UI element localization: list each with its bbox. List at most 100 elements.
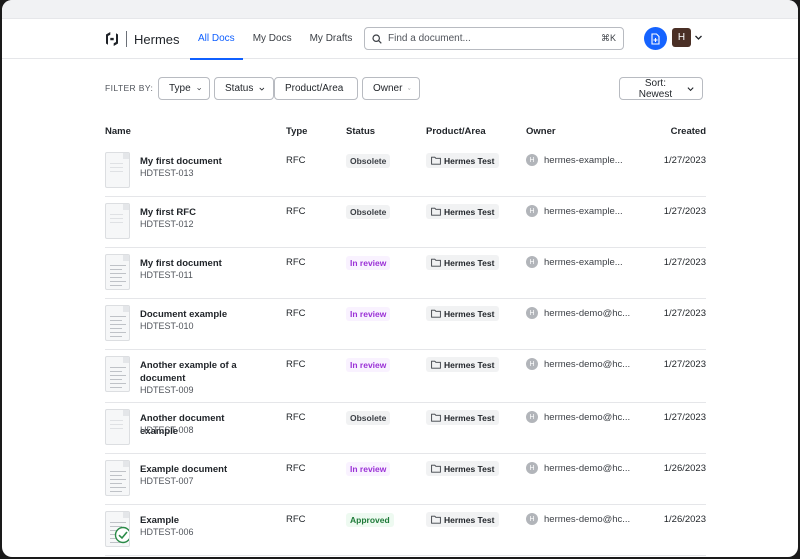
document-thumbnail[interactable] [105, 305, 130, 341]
document-type: RFC [286, 257, 306, 268]
owner-avatar: H [526, 154, 538, 166]
product-badge: Hermes Test [426, 410, 500, 425]
header-owner: Owner [526, 126, 556, 137]
created-date: 1/27/2023 [663, 257, 706, 268]
document-title[interactable]: Document example [140, 309, 228, 320]
chevron-down-icon[interactable] [694, 33, 703, 42]
owner-email: hermes-demo@hc... [544, 358, 631, 370]
document-type: RFC [286, 514, 306, 525]
search-icon [372, 33, 382, 44]
document-title[interactable]: Example [140, 515, 180, 526]
product-label: Hermes Test [444, 412, 495, 423]
document-type: RFC [286, 206, 306, 217]
product-label: Hermes Test [444, 514, 495, 525]
app-name: Hermes [134, 31, 180, 47]
chevron-down-icon [687, 86, 694, 91]
status-badge: In review [346, 358, 391, 372]
document-title[interactable]: My first RFC [140, 207, 196, 218]
owner-avatar: H [526, 462, 538, 474]
document-title[interactable]: Example document [140, 464, 228, 475]
document-thumbnail[interactable] [105, 409, 130, 445]
owner-avatar: H [526, 205, 538, 217]
table-row[interactable]: Example document HDTEST-007 RFC In review He… [105, 454, 706, 505]
filter-label: FILTER BY: [105, 83, 154, 93]
document-title[interactable]: Another example of a document [140, 360, 237, 384]
logo[interactable]: Hermes [104, 31, 180, 47]
document-thumbnail[interactable] [105, 356, 130, 392]
created-date: 1/27/2023 [663, 155, 706, 166]
owner-avatar: H [526, 513, 538, 525]
product-label: Hermes Test [444, 359, 495, 370]
owner-email: hermes-demo@hc... [544, 411, 631, 423]
documents-table: My first document HDTEST-013 RFC Obsolete He… [105, 146, 706, 556]
tab-my-drafts[interactable]: My Drafts [309, 33, 353, 44]
owner-email: hermes-demo@hc... [544, 513, 631, 525]
table-row[interactable]: Example HDTEST-006 RFC Approved Hermes Test H… [105, 505, 706, 556]
table-row[interactable]: Document example HDTEST-010 RFC In review He… [105, 299, 706, 350]
owner-avatar: H [526, 307, 538, 319]
table-row[interactable]: Another document example HDTEST-008 RFC Obs… [105, 403, 706, 454]
tab-all-docs[interactable]: All Docs [190, 19, 243, 60]
product-badge: Hermes Test [426, 255, 500, 270]
new-document-button[interactable] [644, 27, 667, 50]
product-label: Hermes Test [444, 308, 495, 319]
created-date: 1/26/2023 [663, 463, 706, 474]
owner-filter-button[interactable]: Owner [362, 77, 420, 100]
top-nav: Hermes All Docs My Docs My Drafts ⌘K H [2, 19, 798, 60]
document-id: HDTEST-006 [140, 527, 194, 537]
document-type: RFC [286, 359, 306, 370]
document-thumbnail[interactable] [105, 254, 130, 290]
product-label: Hermes Test [444, 155, 495, 166]
folder-icon [431, 309, 441, 318]
search-box[interactable]: ⌘K [364, 27, 624, 50]
filter-bar: FILTER BY: Type Status Product/Area Owne… [105, 77, 703, 100]
new-document-icon [651, 32, 660, 45]
header-name[interactable]: Name [105, 126, 131, 137]
type-filter-label: Type [169, 83, 191, 94]
product-badge: Hermes Test [426, 512, 500, 527]
document-title[interactable]: Another document example [140, 413, 225, 437]
document-id: HDTEST-009 [140, 385, 194, 395]
document-thumbnail[interactable] [105, 511, 130, 547]
product-label: Hermes Test [444, 206, 495, 217]
document-thumbnail[interactable] [105, 460, 130, 496]
table-header: Name Type Status Product/Area Owner Crea… [105, 126, 706, 140]
document-title[interactable]: My first document [140, 156, 222, 167]
nav-tabs: All Docs My Docs My Drafts [190, 19, 362, 60]
document-title[interactable]: My first document [140, 258, 222, 269]
owner-avatar: H [526, 256, 538, 268]
owner-email: hermes-demo@hc... [544, 307, 631, 319]
table-row[interactable]: My first RFC HDTEST-012 RFC Obsolete Hermes … [105, 197, 706, 248]
document-thumbnail[interactable] [105, 203, 130, 239]
logo-divider [126, 31, 127, 47]
owner-avatar: H [526, 358, 538, 370]
type-filter-button[interactable]: Type [158, 77, 210, 100]
document-id: HDTEST-010 [140, 321, 194, 331]
folder-icon [431, 464, 441, 473]
product-badge: Hermes Test [426, 204, 500, 219]
created-date: 1/26/2023 [663, 514, 706, 525]
user-avatar[interactable]: H [672, 28, 691, 47]
product-filter-label: Product/Area [285, 83, 344, 94]
status-badge: Obsolete [346, 154, 391, 168]
document-thumbnail[interactable] [105, 152, 130, 188]
status-filter-button[interactable]: Status [214, 77, 274, 100]
status-badge: Approved [346, 513, 394, 527]
table-row[interactable]: Another example of a document HDTEST-009 R… [105, 350, 706, 403]
header-type: Type [286, 126, 308, 137]
table-row[interactable]: My first document HDTEST-013 RFC Obsolete He… [105, 146, 706, 197]
product-filter-button[interactable]: Product/Area [274, 77, 358, 100]
header-created[interactable]: Created [670, 126, 706, 137]
search-shortcut: ⌘K [600, 33, 616, 43]
sort-button[interactable]: Sort: Newest [619, 77, 703, 100]
folder-icon [431, 156, 441, 165]
search-input[interactable] [388, 33, 601, 44]
browser-chrome [2, 0, 798, 19]
tab-my-docs[interactable]: My Docs [252, 33, 292, 44]
table-row[interactable]: My first document HDTEST-011 RFC In review H… [105, 248, 706, 299]
folder-icon [431, 515, 441, 524]
